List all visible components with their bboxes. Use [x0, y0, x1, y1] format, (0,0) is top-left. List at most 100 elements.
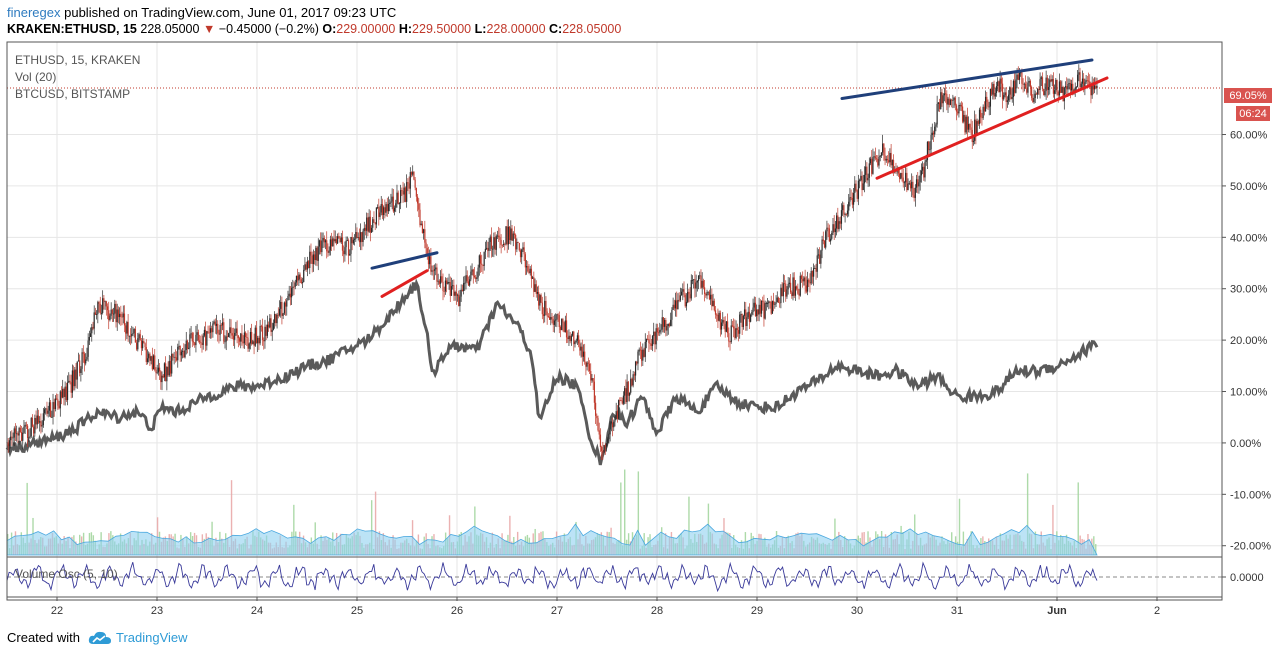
candle-body [935, 124, 937, 127]
candle-body [452, 285, 454, 287]
tradingview-cloud-icon [88, 631, 111, 644]
candle-body [1040, 77, 1042, 80]
candle-body [857, 180, 860, 199]
candle-body [70, 382, 72, 393]
candle-body [890, 152, 892, 166]
candle-body [731, 325, 734, 327]
candle-body [115, 303, 117, 323]
candle-body [375, 207, 377, 225]
legend-compare[interactable]: BTCUSD, BITSTAMP [15, 87, 130, 101]
candle-body [980, 109, 982, 118]
candle-body [293, 286, 295, 288]
candle-body [708, 291, 711, 300]
publisher-name[interactable]: fineregex [7, 5, 61, 20]
volume-bar [293, 504, 295, 555]
high-value: 229.50000 [412, 22, 472, 36]
candle-body [7, 442, 9, 447]
candle-body [29, 436, 31, 438]
candle-body [314, 254, 316, 261]
candle-body [414, 179, 416, 188]
trendlines[interactable] [370, 58, 1109, 298]
candle-body [955, 105, 958, 112]
candle-body [898, 173, 901, 179]
candle-body [494, 237, 496, 250]
candle-body [424, 229, 426, 243]
candle-body [402, 191, 404, 195]
candle-body [249, 332, 252, 344]
candle-body [11, 436, 13, 438]
candle-body [22, 432, 24, 441]
legend-main[interactable]: ETHUSD, 15, KRAKEN [15, 53, 140, 67]
candle-body [191, 333, 193, 342]
candle-body [552, 318, 554, 325]
legend-vol[interactable]: Vol (20) [15, 70, 56, 84]
candle-body [392, 196, 394, 212]
candle-body [155, 369, 157, 373]
candle-body [455, 291, 457, 296]
candle-body [866, 166, 868, 181]
candle-body [551, 317, 553, 319]
candle-body [748, 311, 751, 322]
candle-body [330, 239, 333, 247]
candle-body [1079, 72, 1081, 88]
candle-body [874, 156, 876, 159]
candle-body [591, 378, 593, 381]
candle-body [965, 116, 967, 133]
candle-body [87, 340, 89, 357]
candle-body [994, 92, 996, 97]
candle-body [459, 296, 461, 307]
candle-body [1046, 77, 1048, 90]
candle-body [247, 337, 249, 349]
candle-body [694, 279, 696, 289]
candle-body [254, 327, 256, 346]
candle-body [689, 294, 691, 299]
candle-body [888, 160, 890, 163]
candle-body [820, 250, 822, 264]
candle-body [608, 434, 610, 440]
candle-body [517, 242, 519, 243]
candle-body [446, 280, 448, 284]
candle-body [492, 248, 494, 250]
candle-body [1083, 78, 1085, 90]
candle-body [777, 297, 780, 303]
candle-body [1033, 97, 1035, 103]
candle-body [477, 267, 479, 278]
candle-body [816, 255, 818, 272]
candle-body [502, 243, 505, 245]
candle-body [925, 160, 927, 162]
candle-body [1045, 77, 1047, 92]
candle-body [768, 301, 770, 304]
candle-body [203, 329, 206, 336]
candle-body [678, 299, 680, 301]
candle-body [1077, 74, 1079, 87]
candle-body [208, 332, 210, 334]
legend-oscillator[interactable]: Volume Osc (5, 10) [15, 567, 118, 581]
y-tick-label: -10.00% [1230, 489, 1271, 501]
candle-body [487, 247, 489, 251]
candle-body [797, 288, 799, 294]
candle-body [35, 418, 37, 425]
candle-body [690, 280, 692, 299]
candle-body [232, 335, 235, 340]
candle-body [759, 304, 761, 314]
candle-body [66, 382, 69, 401]
candle-body [168, 360, 170, 376]
candle-body [636, 361, 638, 364]
candle-body [949, 99, 952, 105]
candle-body [839, 221, 841, 224]
tradingview-brand[interactable]: TradingView [115, 630, 188, 645]
candle-body [862, 183, 864, 191]
candle-body [169, 360, 172, 374]
candle-body [1085, 80, 1087, 83]
candle-body [162, 375, 164, 378]
candle-body [1067, 84, 1069, 90]
candle-body [621, 400, 623, 404]
candle-body [609, 422, 611, 435]
candle-body [902, 177, 904, 183]
candle-body [564, 320, 566, 333]
candle-body [1087, 80, 1090, 82]
candle-body [478, 255, 480, 268]
candle-body [627, 381, 629, 396]
candle-body [884, 155, 886, 161]
